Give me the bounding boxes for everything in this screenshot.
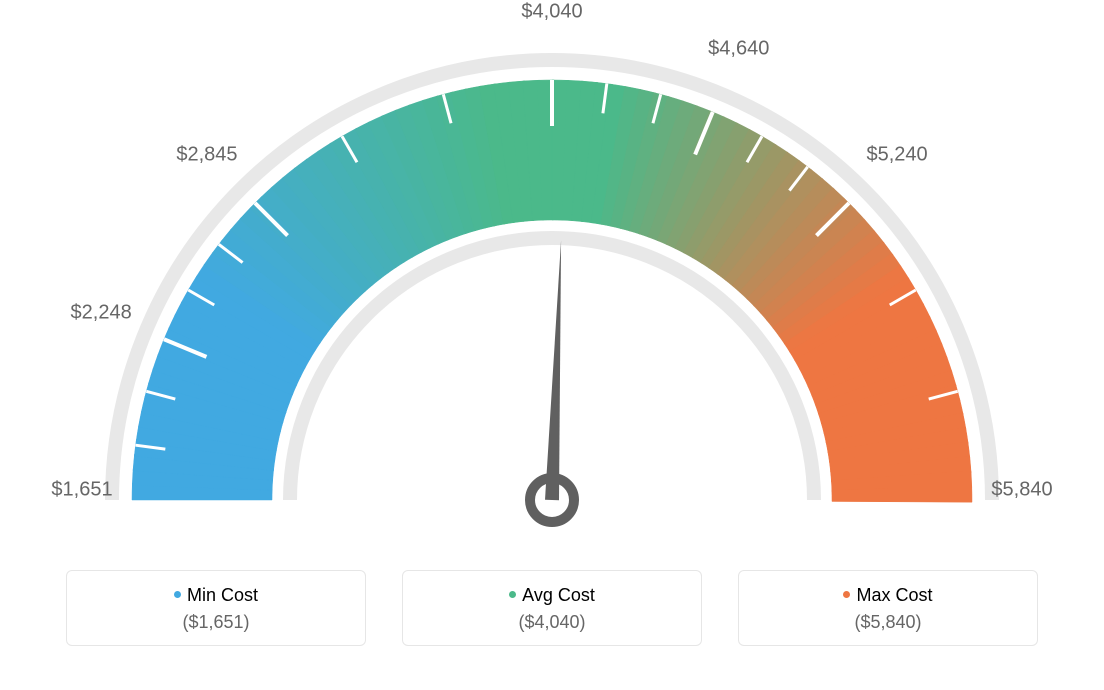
legend-avg-label: Avg Cost	[522, 585, 595, 605]
legend-max-value: ($5,840)	[739, 612, 1037, 633]
legend-row: Min Cost ($1,651) Avg Cost ($4,040) Max …	[0, 570, 1104, 646]
dot-icon	[509, 591, 516, 598]
gauge-svg	[0, 0, 1104, 560]
legend-card-avg: Avg Cost ($4,040)	[402, 570, 702, 646]
legend-min-value: ($1,651)	[67, 612, 365, 633]
gauge-needle	[545, 240, 561, 500]
legend-min-label: Min Cost	[187, 585, 258, 605]
gauge-tick-label: $2,248	[71, 302, 132, 325]
gauge-tick-label: $4,040	[521, 1, 582, 24]
gauge-tick-label: $5,840	[991, 479, 1052, 502]
gauge-tick-label: $4,640	[708, 38, 769, 61]
dot-icon	[843, 591, 850, 598]
dot-icon	[174, 591, 181, 598]
gauge-container: $1,651 $2,248 $2,845 $4,040 $4,640 $5,240 $5,8…	[0, 0, 1104, 560]
legend-card-min: Min Cost ($1,651)	[66, 570, 366, 646]
legend-max-label: Max Cost	[856, 585, 932, 605]
legend-card-max: Max Cost ($5,840)	[738, 570, 1038, 646]
gauge-tick-label: $1,651	[51, 479, 112, 502]
legend-max-title: Max Cost	[739, 585, 1037, 606]
gauge-tick-label: $5,240	[866, 143, 927, 166]
gauge-tick-label: $2,845	[176, 143, 237, 166]
legend-min-title: Min Cost	[67, 585, 365, 606]
legend-avg-title: Avg Cost	[403, 585, 701, 606]
legend-avg-value: ($4,040)	[403, 612, 701, 633]
